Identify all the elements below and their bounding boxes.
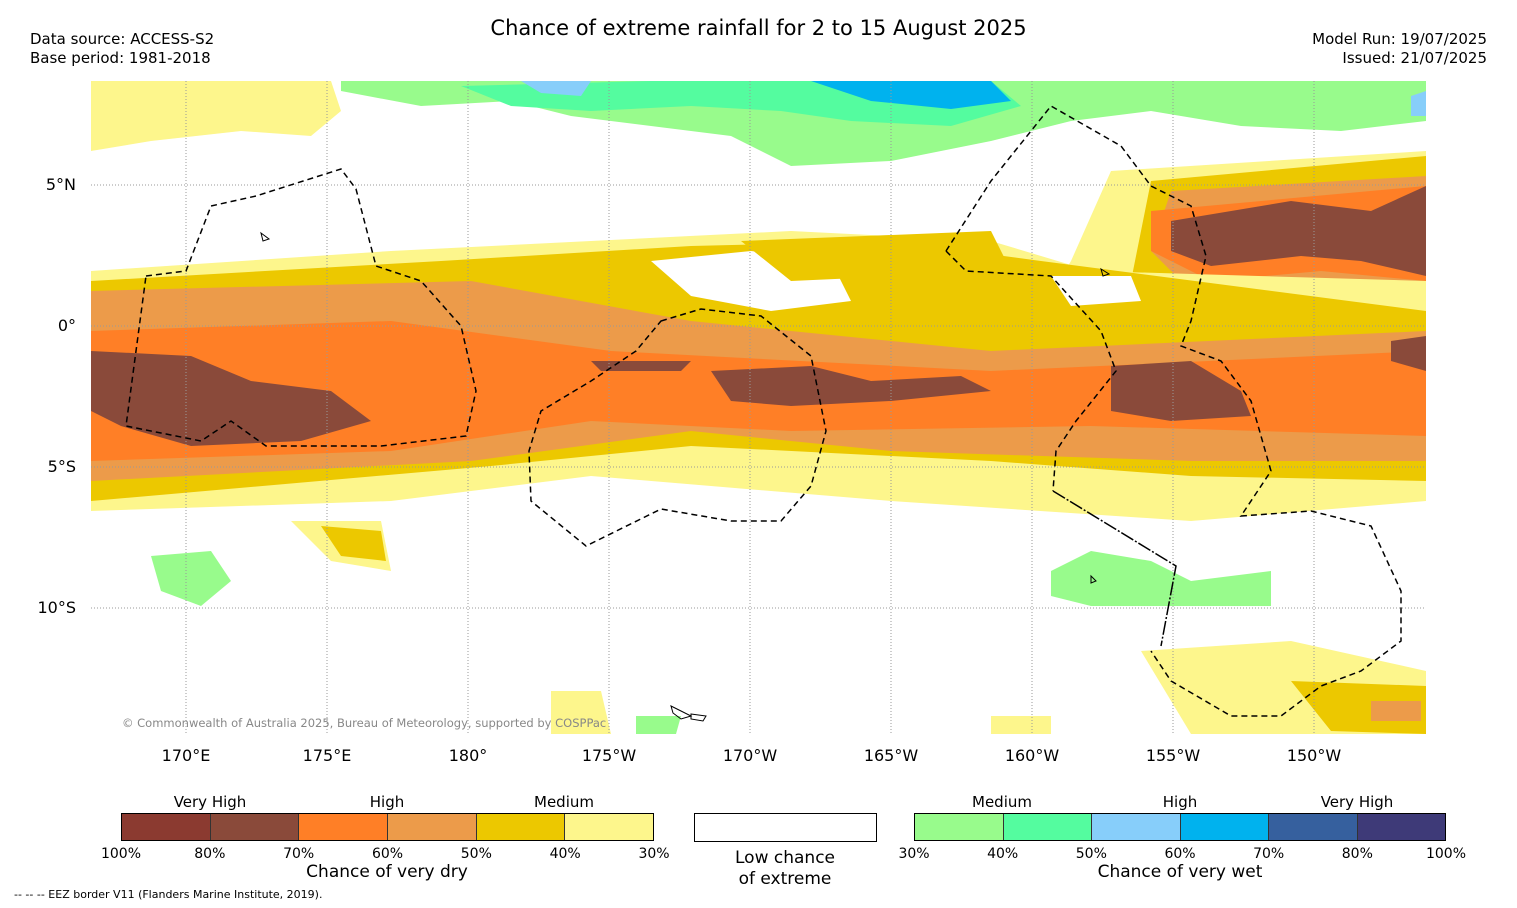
dry-label-3: 60% xyxy=(371,846,404,862)
neutral-swatch xyxy=(694,813,877,842)
dry-caption: Chance of very dry xyxy=(306,862,468,882)
wet-label-0: 30% xyxy=(898,846,930,862)
dry-swatch-3 xyxy=(388,814,477,840)
dry-colorbar xyxy=(121,813,654,841)
wet-group-medium: Medium xyxy=(972,793,1032,811)
wet-label-5: 80% xyxy=(1341,846,1373,862)
islands xyxy=(260,231,1111,722)
dry-swatch-4 xyxy=(476,814,566,840)
lon-tick-175e: 175°E xyxy=(302,746,352,765)
wet-caption: Chance of very wet xyxy=(1097,862,1263,882)
lon-tick-150w: 150°W xyxy=(1286,746,1342,765)
dry-label-5: 40% xyxy=(549,846,581,862)
dry-label-1: 80% xyxy=(194,846,226,862)
lat-tick-10s: 10°S xyxy=(37,598,76,617)
issued-date: Issued: 21/07/2025 xyxy=(1342,49,1487,67)
lon-tick-155w: 155°W xyxy=(1145,746,1201,765)
rainfall-map[interactable] xyxy=(91,81,1426,734)
wet-swatch-1 xyxy=(1003,814,1092,840)
dry-label-6: 30% xyxy=(638,846,670,862)
graticule xyxy=(91,81,1426,734)
lat-tick-0: 0° xyxy=(57,316,76,335)
eez-line xyxy=(1052,490,1177,647)
eez-note: -- -- -- EEZ border V11 (Flanders Marine… xyxy=(14,888,323,901)
lon-tick-175w: 175°W xyxy=(581,746,637,765)
lat-tick-5n: 5°N xyxy=(45,175,76,194)
lon-tick-170e: 170°E xyxy=(161,746,211,765)
wet-swatch-5 xyxy=(1357,814,1445,840)
wet-label-2: 50% xyxy=(1075,846,1107,862)
dry-label-4: 50% xyxy=(460,846,492,862)
wet-swatch-2 xyxy=(1092,814,1181,840)
lon-tick-160w: 160°W xyxy=(1004,746,1060,765)
map-canvas xyxy=(91,81,1426,734)
wet-label-4: 70% xyxy=(1253,846,1285,862)
lon-tick-170w: 170°W xyxy=(722,746,778,765)
wet-region-south xyxy=(1051,551,1271,606)
eez-borders xyxy=(125,105,1402,717)
model-run: Model Run: 19/07/2025 xyxy=(1312,30,1487,48)
wet-label-1: 40% xyxy=(987,846,1019,862)
neutral-caption-line2: of extreme xyxy=(738,869,832,889)
wet-group-very-high: Very High xyxy=(1320,793,1394,811)
wet-swatch-4 xyxy=(1269,814,1358,840)
wet-label-6: 100% xyxy=(1425,846,1467,862)
dry-swatch-1 xyxy=(210,814,300,840)
lon-tick-165w: 165°W xyxy=(863,746,919,765)
dry-swatch-2 xyxy=(299,814,389,840)
wet-swatch-3 xyxy=(1180,814,1269,840)
neutral-caption-line1: Low chance xyxy=(735,848,835,868)
base-period: Base period: 1981-2018 xyxy=(30,49,211,67)
wet-label-3: 60% xyxy=(1164,846,1196,862)
dry-group-medium: Medium xyxy=(534,793,594,811)
dry-label-2: 70% xyxy=(283,846,315,862)
wet-swatch-0 xyxy=(915,814,1004,840)
data-source: Data source: ACCESS-S2 xyxy=(30,30,215,48)
dry-label-0: 100% xyxy=(100,846,142,862)
dry-group-high: High xyxy=(369,793,405,811)
wet-colorbar xyxy=(914,813,1446,841)
dry-group-very-high: Very High xyxy=(173,793,247,811)
wet-group-high: High xyxy=(1162,793,1198,811)
lat-tick-5s: 5°S xyxy=(47,457,76,476)
copyright-notice: © Commonwealth of Australia 2025, Bureau… xyxy=(122,716,607,730)
dry-swatch-5 xyxy=(565,814,654,840)
lon-tick-180: 180° xyxy=(448,746,488,765)
map-title: Chance of extreme rainfall for 2 to 15 A… xyxy=(490,16,1027,40)
dry-swatch-0 xyxy=(122,814,211,840)
